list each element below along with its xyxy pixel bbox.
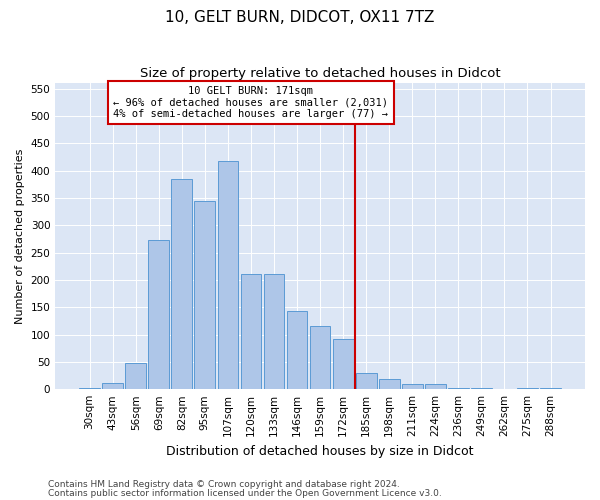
Bar [125, 363, 146, 389]
X-axis label: Distribution of detached houses by size in Didcot: Distribution of detached houses by size … [166, 444, 474, 458]
Bar [310, 326, 331, 389]
Bar [263, 274, 284, 389]
Bar [102, 383, 123, 389]
Bar [379, 380, 400, 389]
Text: 10 GELT BURN: 171sqm
← 96% of detached houses are smaller (2,031)
4% of semi-det: 10 GELT BURN: 171sqm ← 96% of detached h… [113, 86, 388, 119]
Bar [471, 388, 492, 389]
Bar [79, 388, 100, 389]
Bar [402, 384, 422, 389]
Text: 10, GELT BURN, DIDCOT, OX11 7TZ: 10, GELT BURN, DIDCOT, OX11 7TZ [166, 10, 434, 25]
Bar [425, 384, 446, 389]
Text: Contains HM Land Registry data © Crown copyright and database right 2024.: Contains HM Land Registry data © Crown c… [48, 480, 400, 489]
Bar [333, 340, 353, 389]
Bar [172, 178, 192, 389]
Bar [194, 201, 215, 389]
Bar [540, 388, 561, 389]
Bar [287, 311, 307, 389]
Bar [148, 240, 169, 389]
Bar [494, 388, 515, 389]
Bar [218, 160, 238, 389]
Y-axis label: Number of detached properties: Number of detached properties [15, 148, 25, 324]
Title: Size of property relative to detached houses in Didcot: Size of property relative to detached ho… [140, 68, 500, 80]
Bar [356, 373, 377, 389]
Bar [448, 388, 469, 389]
Bar [241, 274, 262, 389]
Bar [517, 388, 538, 389]
Text: Contains public sector information licensed under the Open Government Licence v3: Contains public sector information licen… [48, 488, 442, 498]
